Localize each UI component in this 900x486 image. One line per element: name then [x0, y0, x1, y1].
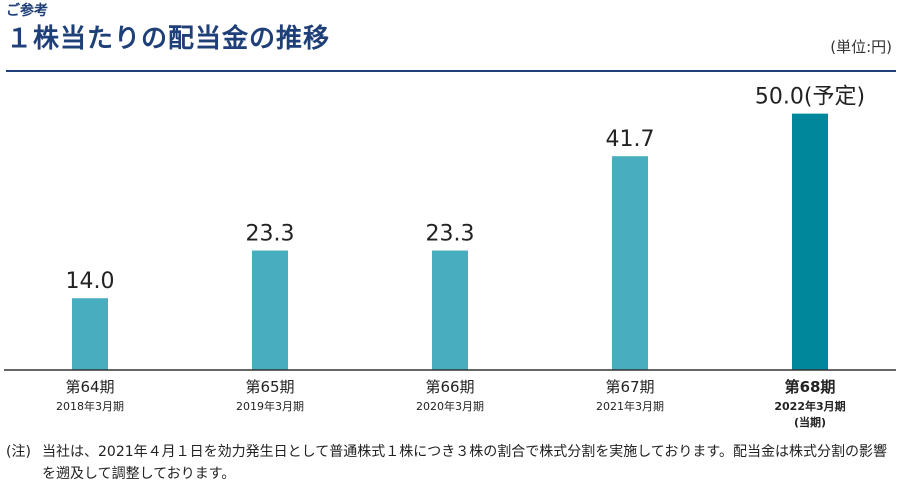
current-period-label: (当期) — [794, 415, 826, 429]
value-label-3: 23.3 — [426, 222, 475, 247]
bar-3 — [432, 250, 468, 370]
value-label-2: 23.3 — [246, 222, 295, 247]
bar-5 — [792, 113, 828, 371]
period-label-1: 2018年3月期 — [56, 399, 124, 413]
footnote-text: 当社は、2021年４月１日を効力発生日として普通株式１株につき３株の割合で株式分… — [42, 444, 887, 482]
value-labels-group: 14.0 23.3 23.3 41.7 50.0(予定) — [66, 85, 866, 295]
value-label-4: 41.7 — [606, 127, 655, 152]
period-label-3: 2020年3月期 — [416, 399, 484, 413]
unit-label: (単位:円) — [830, 38, 892, 56]
period-label-2: 2019年3月期 — [236, 399, 304, 413]
footnote-tag: (注) — [6, 444, 31, 460]
dividend-bar-chart: 14.0 23.3 23.3 41.7 50.0(予定) 第64期 2018年3月期 第65… — [4, 85, 896, 429]
category-label-5: 第68期 — [785, 378, 836, 396]
bar-1 — [72, 298, 108, 370]
category-label-4: 第67期 — [605, 378, 654, 396]
title-divider — [6, 70, 896, 72]
category-label-2: 第65期 — [245, 378, 294, 396]
eyebrow-label: ご参考 — [6, 3, 48, 19]
bars-group — [72, 113, 828, 371]
category-label-1: 第64期 — [65, 378, 114, 396]
value-label-1: 14.0 — [66, 269, 115, 294]
period-label-4: 2021年3月期 — [596, 399, 664, 413]
bar-2 — [252, 250, 288, 370]
bar-4 — [612, 156, 648, 370]
page-title: １株当たりの配当金の推移 — [6, 24, 331, 54]
period-label-5: 2022年3月期 — [774, 399, 845, 413]
category-labels-group: 第64期 2018年3月期 第65期 2019年3月期 第66期 2020年3月期 第67期… — [56, 378, 846, 429]
value-label-5: 50.0(予定) — [755, 85, 865, 110]
category-label-3: 第66期 — [425, 378, 474, 396]
